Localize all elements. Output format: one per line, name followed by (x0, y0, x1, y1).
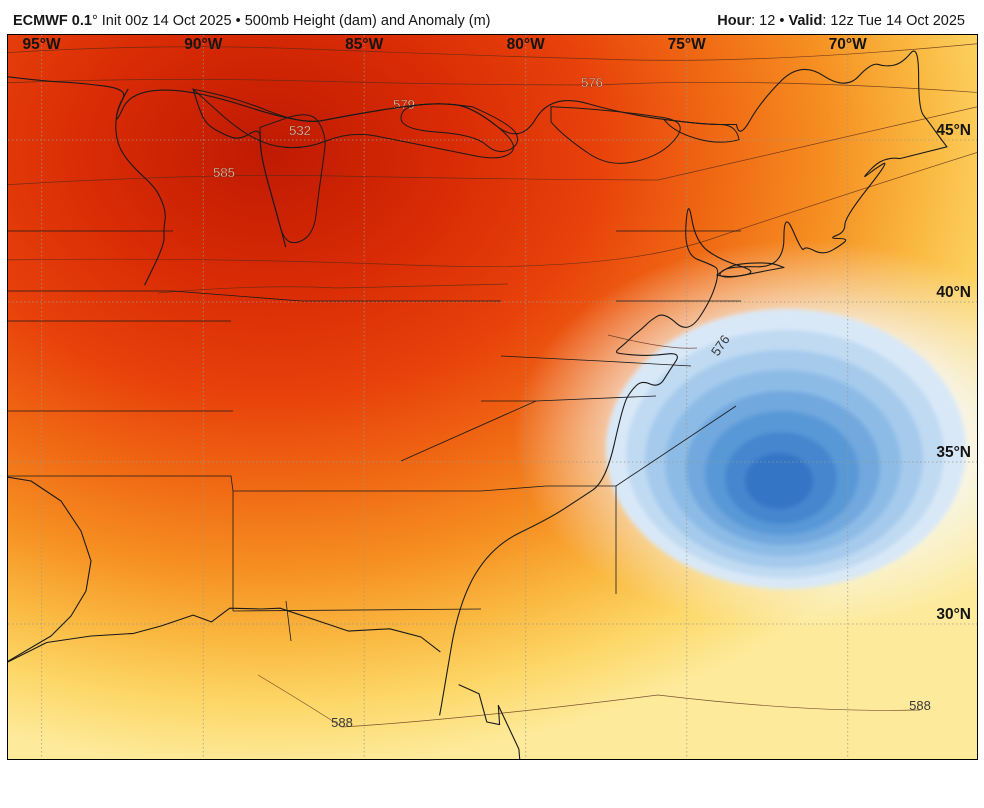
svg-text:90°W: 90°W (184, 36, 222, 53)
svg-text:40°N: 40°N (936, 284, 971, 301)
svg-text:588: 588 (331, 715, 353, 730)
svg-text:45°N: 45°N (936, 122, 971, 139)
svg-text:576: 576 (581, 75, 603, 90)
svg-text:579: 579 (393, 97, 415, 112)
svg-text:30°N: 30°N (936, 606, 971, 623)
svg-text:588: 588 (909, 698, 931, 713)
svg-text:70°W: 70°W (829, 36, 867, 53)
svg-text:585: 585 (213, 165, 235, 180)
svg-text:35°N: 35°N (936, 444, 971, 461)
svg-text:532: 532 (289, 123, 311, 138)
svg-text:80°W: 80°W (507, 36, 545, 53)
svg-text:75°W: 75°W (668, 36, 706, 53)
